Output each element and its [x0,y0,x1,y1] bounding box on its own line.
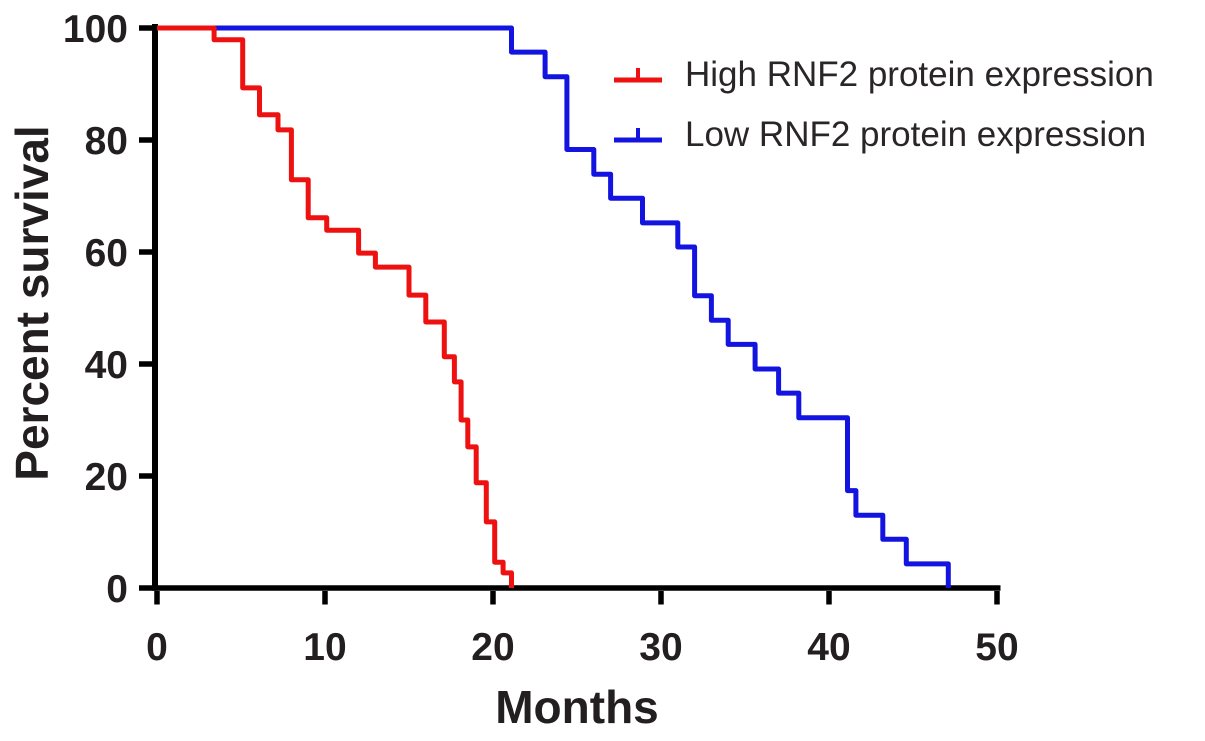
y-tick-label: 0 [106,568,128,611]
x-tick-label: 30 [639,626,682,669]
x-tick-label: 40 [807,626,850,669]
y-tick-label: 80 [85,120,128,163]
legend-marker-high-icon [614,67,662,82]
series-high-rnf2-curve [157,25,514,588]
legend-marker-low-icon [614,127,662,142]
legend-item-high-rnf2: High RNF2 protein expression [613,51,1154,98]
x-tick-label: 0 [146,626,168,669]
legend-label-low-rnf2: Low RNF2 protein expression [685,115,1147,154]
x-tick-label: 50 [975,626,1018,669]
legend: High RNF2 protein expression Low RNF2 pr… [613,51,1154,171]
y-tick-label: 40 [85,344,128,387]
y-axis-title: Percent survival [6,125,58,481]
y-tick-label: 20 [85,456,128,499]
x-tick-label: 20 [471,626,514,669]
y-tick-label: 100 [63,8,128,51]
legend-item-low-rnf2: Low RNF2 protein expression [613,111,1154,158]
legend-label-high-rnf2: High RNF2 protein expression [685,55,1154,94]
x-tick-label: 10 [303,626,346,669]
series-low-rnf2-curve [157,25,951,588]
y-tick-label: 60 [85,232,128,275]
x-axis-title: Months [495,681,659,733]
